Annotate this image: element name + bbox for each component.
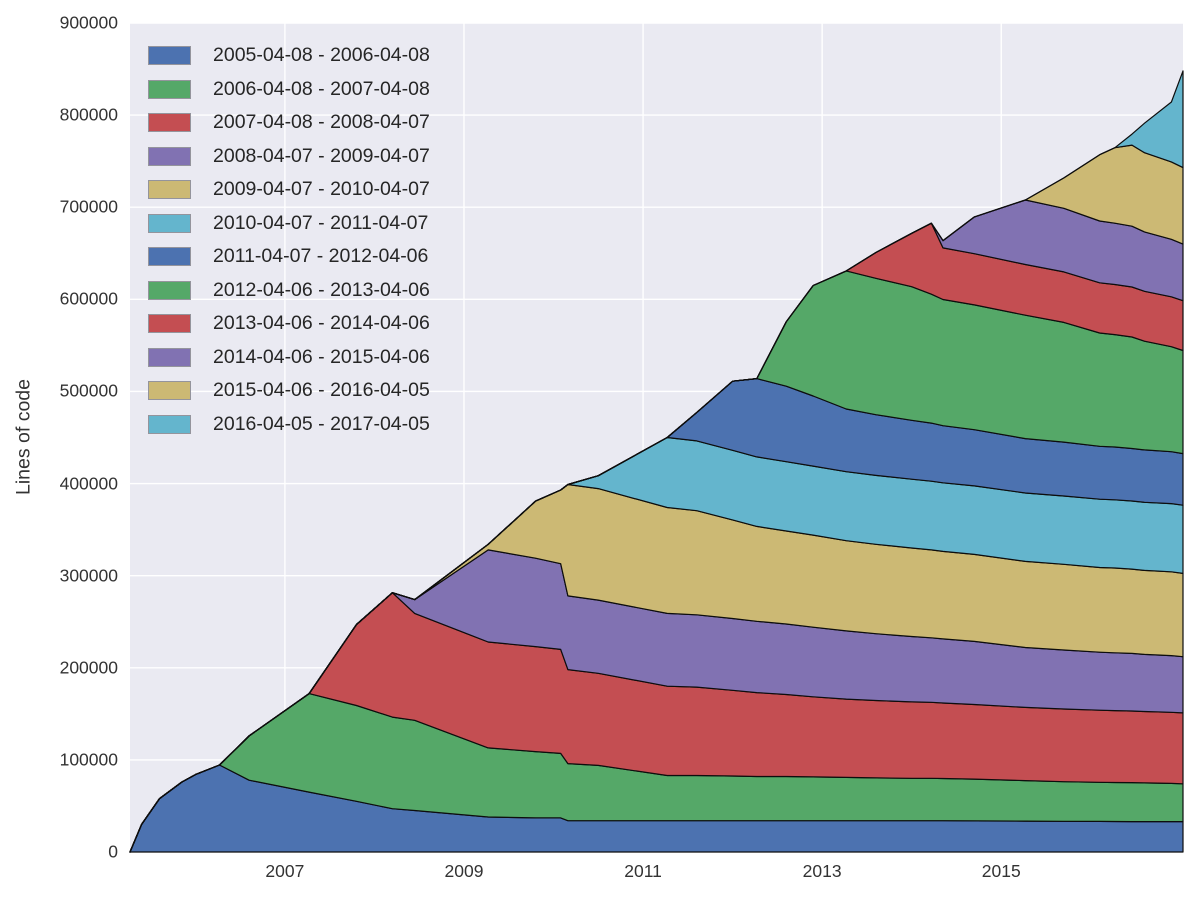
legend-label: 2015-04-06 - 2016-04-05 (213, 379, 430, 401)
legend-swatch (148, 79, 191, 99)
y-tick-label: 600000 (59, 288, 118, 309)
y-tick-label: 0 (108, 841, 118, 862)
legend-item: 2005-04-08 - 2006-04-08 (148, 44, 430, 66)
legend-label: 2005-04-08 - 2006-04-08 (213, 44, 430, 66)
legend-item: 2008-04-07 - 2009-04-07 (148, 144, 430, 167)
legend-swatch (148, 381, 191, 400)
legend-item: 2007-04-08 - 2008-04-07 (148, 111, 430, 133)
legend-swatch (148, 347, 191, 367)
y-tick-label: 500000 (59, 380, 118, 401)
legend-item: 2012-04-06 - 2013-04-06 (148, 278, 430, 301)
legend-label: 2009-04-07 - 2010-04-07 (213, 178, 430, 200)
legend-swatch (148, 213, 191, 233)
legend-swatch (148, 113, 191, 132)
legend-label: 2013-04-06 - 2014-04-06 (213, 312, 430, 334)
legend-item: 2015-04-06 - 2016-04-05 (148, 379, 430, 401)
legend-label: 2010-04-07 - 2011-04-07 (213, 211, 429, 234)
legend-item: 2009-04-07 - 2010-04-07 (148, 178, 430, 200)
legend-swatch (148, 46, 191, 65)
legend-label: 2016-04-05 - 2017-04-05 (213, 412, 430, 435)
x-tick-label: 2007 (265, 861, 305, 881)
y-tick-label: 200000 (59, 657, 118, 678)
legend-label: 2011-04-07 - 2012-04-06 (213, 245, 429, 267)
y-tick-label: 400000 (59, 473, 118, 494)
y-tick-label: 300000 (59, 565, 118, 586)
y-tick-label: 100000 (59, 749, 118, 770)
legend-label: 2014-04-06 - 2015-04-06 (213, 345, 430, 368)
legend-swatch (148, 414, 191, 434)
legend-item: 2006-04-08 - 2007-04-08 (148, 77, 430, 100)
x-tick-label: 2013 (802, 861, 842, 881)
legend-swatch (148, 314, 191, 333)
legend-item: 2014-04-06 - 2015-04-06 (148, 345, 430, 368)
y-tick-label: 800000 (59, 104, 118, 125)
legend-label: 2008-04-07 - 2009-04-07 (213, 144, 430, 167)
legend-item: 2016-04-05 - 2017-04-05 (148, 412, 430, 435)
legend: 2005-04-08 - 2006-04-08 2006-04-08 - 2007… (148, 44, 430, 448)
legend-label: 2007-04-08 - 2008-04-07 (213, 111, 430, 133)
y-tick-label: 700000 (59, 196, 118, 217)
legend-swatch (148, 247, 191, 266)
x-tick-label: 2011 (624, 861, 662, 881)
legend-label: 2012-04-06 - 2013-04-06 (213, 278, 430, 301)
legend-swatch (148, 180, 191, 199)
legend-swatch (148, 146, 191, 166)
area-band-11 (129, 70, 1184, 853)
legend-label: 2006-04-08 - 2007-04-08 (213, 77, 430, 100)
x-tick-label: 2009 (444, 861, 484, 881)
y-tick-label: 900000 (59, 12, 118, 33)
legend-item: 2011-04-07 - 2012-04-06 (148, 245, 430, 267)
legend-swatch (148, 280, 191, 300)
legend-item: 2013-04-06 - 2014-04-06 (148, 312, 430, 334)
x-tick-label: 2015 (981, 861, 1021, 881)
legend-item: 2010-04-07 - 2011-04-07 (148, 211, 430, 234)
